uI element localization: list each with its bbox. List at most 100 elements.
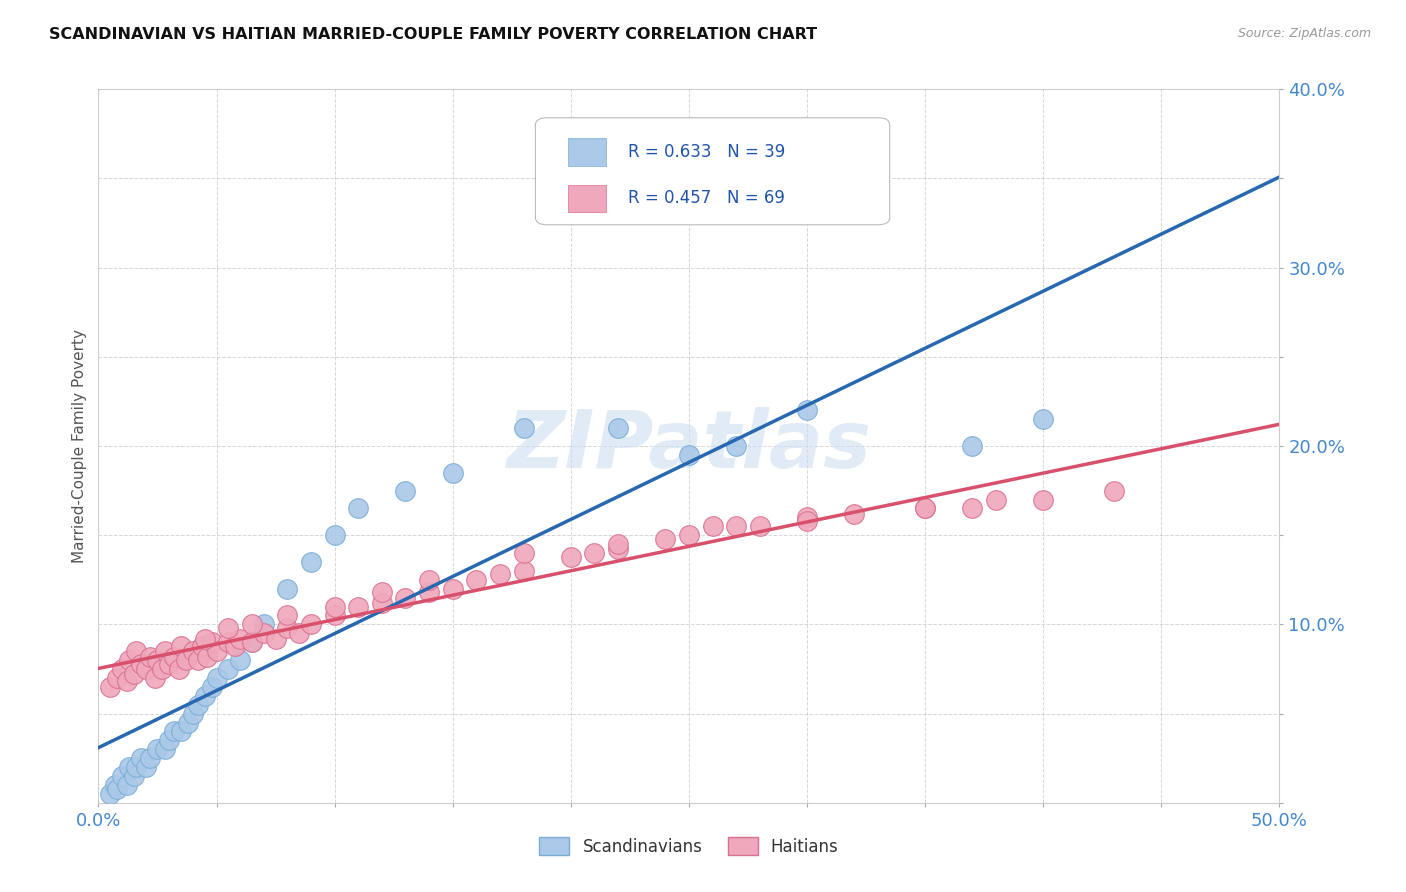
- Point: [187, 698, 209, 712]
- Point: [125, 760, 148, 774]
- Point: [163, 724, 186, 739]
- Point: [323, 528, 346, 542]
- Point: [118, 760, 141, 774]
- Point: [512, 421, 534, 435]
- Text: SCANDINAVIAN VS HAITIAN MARRIED-COUPLE FAMILY POVERTY CORRELATION CHART: SCANDINAVIAN VS HAITIAN MARRIED-COUPLE F…: [49, 27, 817, 42]
- Point: [276, 621, 298, 635]
- Point: [115, 778, 138, 792]
- Point: [323, 599, 346, 614]
- Point: [678, 448, 700, 462]
- Point: [418, 573, 440, 587]
- Point: [394, 591, 416, 605]
- Point: [194, 632, 217, 646]
- Point: [512, 564, 534, 578]
- Point: [1032, 492, 1054, 507]
- Point: [725, 439, 748, 453]
- Point: [105, 671, 128, 685]
- Point: [796, 510, 818, 524]
- Point: [276, 608, 298, 623]
- Point: [560, 549, 582, 564]
- Point: [1032, 412, 1054, 426]
- Point: [748, 519, 770, 533]
- Point: [229, 653, 252, 667]
- Point: [253, 617, 276, 632]
- Point: [276, 582, 298, 596]
- Point: [962, 439, 984, 453]
- Point: [170, 639, 193, 653]
- Point: [129, 751, 152, 765]
- FancyBboxPatch shape: [568, 138, 606, 166]
- Point: [264, 632, 287, 646]
- Point: [98, 787, 121, 801]
- Point: [489, 567, 512, 582]
- Point: [174, 653, 197, 667]
- Point: [118, 653, 141, 667]
- Point: [607, 537, 630, 551]
- Point: [170, 724, 193, 739]
- Point: [143, 671, 166, 685]
- Point: [962, 501, 984, 516]
- Point: [299, 555, 322, 569]
- Point: [187, 653, 209, 667]
- Point: [146, 653, 169, 667]
- Point: [240, 635, 263, 649]
- Point: [139, 751, 162, 765]
- Point: [194, 689, 217, 703]
- Point: [153, 644, 176, 658]
- Point: [217, 635, 239, 649]
- Point: [441, 466, 464, 480]
- Point: [984, 492, 1007, 507]
- Point: [702, 519, 724, 533]
- Point: [163, 649, 186, 664]
- Point: [177, 715, 200, 730]
- Point: [111, 769, 134, 783]
- FancyBboxPatch shape: [536, 118, 890, 225]
- Point: [217, 621, 239, 635]
- Point: [115, 674, 138, 689]
- Point: [157, 657, 180, 671]
- Point: [98, 680, 121, 694]
- Point: [153, 742, 176, 756]
- Point: [607, 542, 630, 557]
- Point: [465, 573, 488, 587]
- Point: [135, 760, 157, 774]
- Point: [371, 585, 394, 599]
- Point: [844, 507, 866, 521]
- Point: [725, 519, 748, 533]
- Point: [299, 617, 322, 632]
- Point: [205, 644, 228, 658]
- Point: [205, 671, 228, 685]
- Point: [394, 483, 416, 498]
- Point: [323, 608, 346, 623]
- Point: [129, 657, 152, 671]
- Point: [796, 403, 818, 417]
- Point: [240, 617, 263, 632]
- Point: [224, 639, 246, 653]
- Point: [418, 585, 440, 599]
- Point: [607, 421, 630, 435]
- Point: [135, 662, 157, 676]
- Point: [104, 778, 127, 792]
- Point: [229, 632, 252, 646]
- Point: [253, 626, 276, 640]
- Text: R = 0.457   N = 69: R = 0.457 N = 69: [627, 189, 785, 207]
- Text: Source: ZipAtlas.com: Source: ZipAtlas.com: [1237, 27, 1371, 40]
- Point: [441, 582, 464, 596]
- Y-axis label: Married-Couple Family Poverty: Married-Couple Family Poverty: [72, 329, 87, 563]
- Point: [201, 680, 224, 694]
- Point: [150, 662, 173, 676]
- Point: [347, 501, 370, 516]
- Point: [583, 546, 606, 560]
- Point: [371, 596, 394, 610]
- Point: [678, 528, 700, 542]
- Text: ZIPatlas: ZIPatlas: [506, 407, 872, 485]
- Point: [288, 626, 311, 640]
- Point: [122, 667, 145, 681]
- Point: [512, 546, 534, 560]
- Point: [914, 501, 936, 516]
- Point: [191, 639, 214, 653]
- Point: [654, 532, 676, 546]
- Point: [139, 649, 162, 664]
- Point: [111, 662, 134, 676]
- Point: [167, 662, 190, 676]
